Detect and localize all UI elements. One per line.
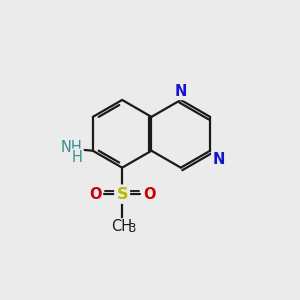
Text: S: S [116,187,128,202]
Text: 3: 3 [129,222,136,236]
Text: N: N [212,152,225,167]
Text: NH: NH [61,140,82,155]
Text: O: O [89,187,101,202]
Text: CH: CH [112,219,133,234]
Text: H: H [71,150,82,165]
Text: O: O [143,187,155,202]
Text: N: N [175,84,187,99]
